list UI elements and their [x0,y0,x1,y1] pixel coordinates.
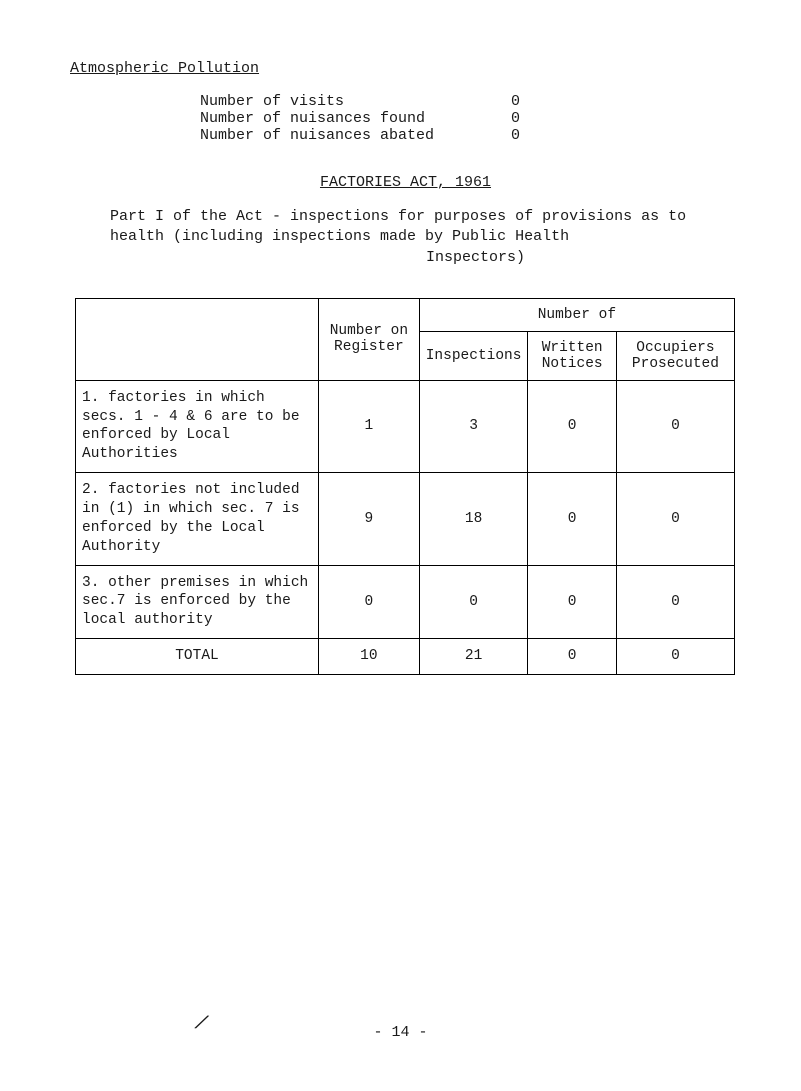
para-text-a: Part I of the Act - inspections for purp… [110,208,686,245]
cell-notices: 0 [528,639,616,675]
table-row: 3. other premises in which sec.7 is enfo… [76,565,735,639]
para-text-b: Inspectors) [230,248,721,268]
row-label-total: TOTAL [76,639,319,675]
stat-value: 0 [480,127,520,144]
cell-prosecuted: 0 [616,565,734,639]
stat-label: Number of visits [200,93,480,110]
cell-register: 0 [319,565,420,639]
table-header-inspections: Inspections [419,331,528,380]
cell-inspections: 3 [419,380,528,472]
row-label: 3. other premises in which sec.7 is enfo… [76,565,319,639]
cell-inspections: 18 [419,473,528,565]
table-header-notices: Written Notices [528,331,616,380]
stat-value: 0 [480,93,520,110]
cell-prosecuted: 0 [616,639,734,675]
stat-value: 0 [480,110,520,127]
table-header-prosecuted: Occupiers Prosecuted [616,331,734,380]
stat-line: Number of nuisances found 0 [200,110,741,127]
act-intro-paragraph: Part I of the Act - inspections for purp… [110,207,721,268]
cell-register: 1 [319,380,420,472]
table-header-group: Number of [419,298,734,331]
cell-prosecuted: 0 [616,473,734,565]
table-row: 1. factories in which secs. 1 - 4 & 6 ar… [76,380,735,472]
cell-notices: 0 [528,473,616,565]
table-header-register: Number on Register [319,298,420,380]
cell-inspections: 0 [419,565,528,639]
stat-line: Number of visits 0 [200,93,741,110]
row-label: 2. factories not included in (1) in whic… [76,473,319,565]
atmos-stats-block: Number of visits 0 Number of nuisances f… [200,93,741,144]
cell-notices: 0 [528,380,616,472]
page-number: - 14 - [0,1024,801,1041]
cell-notices: 0 [528,565,616,639]
cell-inspections: 21 [419,639,528,675]
factories-table: Number on Register Number of Inspections… [75,298,735,675]
table-corner [76,298,319,380]
stat-label: Number of nuisances found [200,110,480,127]
cell-register: 9 [319,473,420,565]
cell-register: 10 [319,639,420,675]
row-label: 1. factories in which secs. 1 - 4 & 6 ar… [76,380,319,472]
section-title-atmos: Atmospheric Pollution [70,60,741,77]
table-row-total: TOTAL 10 21 0 0 [76,639,735,675]
cell-prosecuted: 0 [616,380,734,472]
stat-line: Number of nuisances abated 0 [200,127,741,144]
stat-label: Number of nuisances abated [200,127,480,144]
table-row: 2. factories not included in (1) in whic… [76,473,735,565]
act-title: FACTORIES ACT, 1961 [70,174,741,191]
